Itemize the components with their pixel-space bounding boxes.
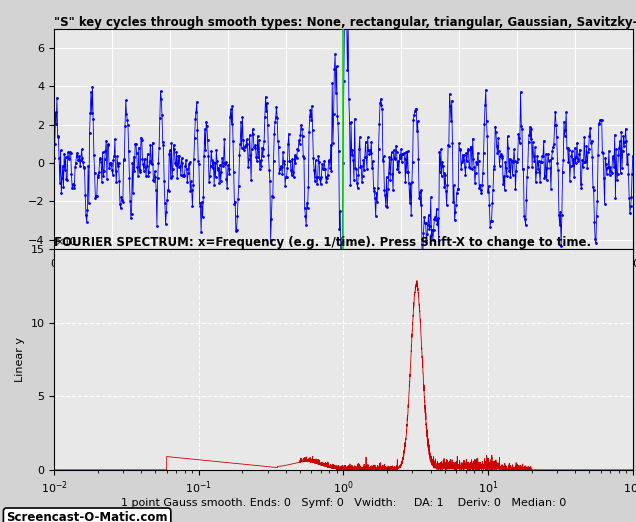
Text: Screencast-O-Matic.com: Screencast-O-Matic.com [6, 511, 168, 522]
Text: FOURIER SPECTRUM: x=Frequency (e.g. 1/time). Press Shift-X to change to time.: FOURIER SPECTRUM: x=Frequency (e.g. 1/ti… [54, 236, 591, 250]
X-axis label: Press Shift-A to cycle through spectrum log/linear plot modes: Press Shift-A to cycle through spectrum … [172, 270, 515, 280]
X-axis label: 1 point Gauss smooth. Ends: 0   Symf: 0   Vwidth:     DA: 1    Deriv: 0   Median: 1 point Gauss smooth. Ends: 0 Symf: 0 Vw… [121, 497, 566, 507]
Text: "S" key cycles through smooth types: None, rectangular, triangular, Gaussian, Sa: "S" key cycles through smooth types: Non… [54, 16, 636, 29]
Text: $\times$10: $\times$10 [55, 235, 77, 247]
Y-axis label: Linear y: Linear y [15, 337, 25, 382]
